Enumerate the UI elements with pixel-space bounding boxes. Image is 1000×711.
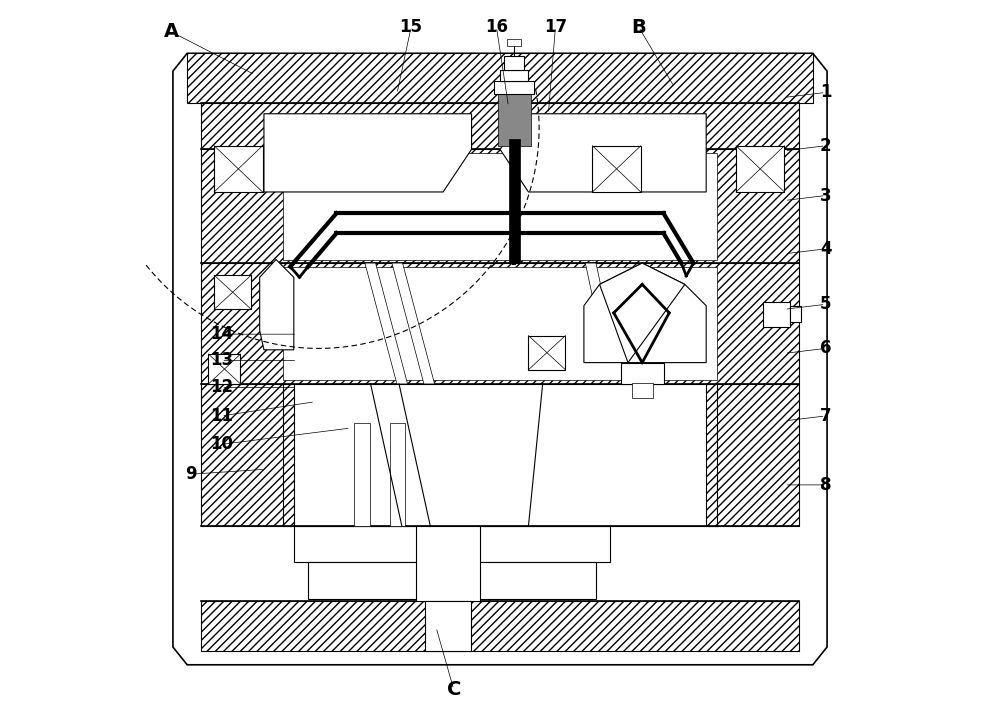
Polygon shape — [600, 263, 685, 363]
Bar — [283, 267, 717, 380]
Polygon shape — [260, 260, 294, 350]
Bar — [504, 56, 524, 70]
Text: A: A — [164, 23, 179, 41]
Text: 1: 1 — [820, 83, 831, 102]
Text: 5: 5 — [820, 295, 831, 314]
Text: 14: 14 — [210, 325, 233, 343]
Bar — [498, 94, 531, 146]
Bar — [528, 336, 565, 370]
Text: 13: 13 — [210, 351, 233, 370]
Bar — [494, 81, 534, 94]
Text: 4: 4 — [820, 240, 831, 258]
Bar — [592, 146, 641, 192]
Bar — [390, 423, 405, 526]
Bar — [790, 306, 801, 322]
Bar — [706, 384, 799, 526]
Bar — [763, 302, 790, 327]
Bar — [425, 601, 471, 651]
Polygon shape — [173, 53, 827, 665]
Text: 17: 17 — [544, 18, 567, 36]
Bar — [208, 354, 240, 384]
Text: 15: 15 — [400, 18, 423, 36]
Bar — [416, 526, 480, 601]
Text: 11: 11 — [210, 407, 233, 425]
Polygon shape — [585, 263, 617, 363]
Bar — [294, 526, 610, 562]
Text: 2: 2 — [820, 137, 831, 155]
Polygon shape — [264, 114, 472, 192]
Bar — [201, 601, 799, 651]
Bar — [308, 562, 596, 599]
Text: 10: 10 — [210, 435, 233, 454]
Bar — [507, 39, 521, 46]
Text: 3: 3 — [820, 186, 831, 205]
Bar — [354, 423, 370, 526]
Text: 12: 12 — [210, 378, 233, 397]
Bar — [201, 384, 294, 526]
Bar — [509, 139, 520, 263]
Bar — [283, 153, 717, 260]
Text: 7: 7 — [820, 407, 831, 425]
Polygon shape — [500, 114, 706, 192]
Bar — [201, 149, 799, 263]
Bar — [201, 103, 799, 149]
Text: 16: 16 — [485, 18, 508, 36]
Text: 8: 8 — [820, 476, 831, 494]
Bar — [187, 53, 813, 103]
Bar — [500, 70, 528, 81]
Text: 6: 6 — [820, 339, 831, 358]
Bar — [621, 363, 664, 384]
Polygon shape — [392, 263, 435, 384]
Text: B: B — [631, 18, 646, 36]
Bar — [736, 146, 784, 192]
Polygon shape — [584, 263, 706, 363]
Text: 9: 9 — [185, 465, 197, 483]
Bar — [214, 275, 251, 309]
Text: C: C — [447, 680, 461, 699]
Bar — [214, 146, 263, 192]
Bar — [632, 383, 653, 398]
Bar — [201, 263, 799, 384]
Polygon shape — [365, 263, 408, 384]
